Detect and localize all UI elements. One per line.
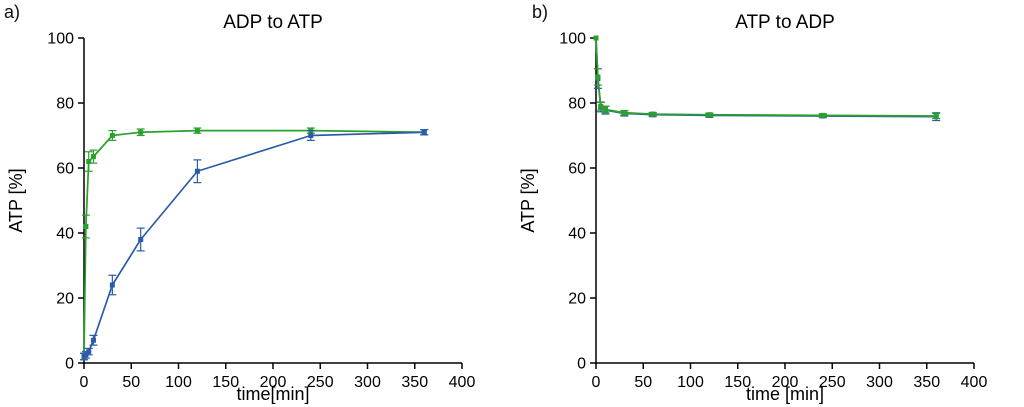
x-tick-label: 350 bbox=[913, 374, 940, 391]
y-tick-label: 0 bbox=[577, 356, 586, 373]
series-green-marker bbox=[109, 133, 115, 138]
x-tick-label: 0 bbox=[80, 374, 89, 391]
series-green-line bbox=[83, 129, 425, 357]
y-tick-label: 40 bbox=[56, 226, 74, 243]
series-green-marker bbox=[593, 35, 599, 41]
series-blue-line bbox=[595, 37, 937, 118]
series-green-marker bbox=[138, 129, 144, 135]
chart-atp-to-adp: 0 50 100 150 200 250 300 350 400 0 20 40 60 80 100 ATP … bbox=[518, 12, 988, 404]
series-green-marker bbox=[621, 110, 627, 116]
panel-b-label: b) bbox=[532, 2, 549, 22]
x-tick-label: 150 bbox=[212, 374, 239, 391]
x-axis-label: time[min] bbox=[236, 384, 309, 404]
series-green-line bbox=[595, 37, 937, 117]
x-tick-label: 400 bbox=[449, 374, 476, 391]
panel-a-label: a) bbox=[4, 2, 21, 22]
y-tick-label: 20 bbox=[568, 291, 586, 308]
x-tick-label: 50 bbox=[634, 374, 652, 391]
series-green-marker bbox=[650, 111, 656, 117]
series-green-marker bbox=[90, 154, 96, 160]
y-tick-label: 60 bbox=[568, 161, 586, 178]
x-tick-label: 350 bbox=[401, 374, 428, 391]
series-blue-marker bbox=[194, 168, 200, 174]
chart-adp-to-atp: 0 50 100 150 200 250 300 350 400 0 20 40 60 80 100 ADP … bbox=[6, 12, 476, 404]
series-blue-marker bbox=[83, 352, 89, 358]
series-green-marker bbox=[86, 159, 92, 164]
y-axis-label: ATP [%] bbox=[518, 168, 538, 232]
series-green-marker bbox=[194, 128, 200, 134]
y-tick-label: 80 bbox=[56, 96, 74, 113]
chart-title: ATP to ADP bbox=[735, 12, 835, 33]
x-tick-label: 250 bbox=[819, 374, 846, 391]
y-tick-label: 20 bbox=[56, 291, 74, 308]
x-tick-label: 100 bbox=[165, 374, 192, 391]
x-tick-label: 200 bbox=[772, 374, 799, 391]
y-tick-label: 80 bbox=[568, 96, 586, 113]
series-blue-marker bbox=[109, 282, 115, 288]
y-tick-label: 100 bbox=[559, 31, 586, 48]
series-green-marker bbox=[83, 224, 89, 229]
x-tick-label: 50 bbox=[122, 374, 140, 391]
series-blue-marker bbox=[308, 133, 314, 138]
y-axis-label: ATP [%] bbox=[6, 168, 26, 232]
x-tick-label: 200 bbox=[260, 374, 287, 391]
series-blue-marker bbox=[421, 129, 427, 135]
y-tick-label: 40 bbox=[568, 226, 586, 243]
series-blue-marker bbox=[90, 337, 96, 343]
panel-b: b) 0 50 100 150 200 250 300 350 400 0 20 40 60 80 100 A… bbox=[512, 0, 1024, 407]
series-blue-marker bbox=[138, 237, 144, 242]
series-blue-marker bbox=[86, 349, 92, 355]
y-tick-label: 100 bbox=[47, 31, 74, 48]
x-axis-label: time [min] bbox=[746, 384, 824, 404]
x-tick-label: 250 bbox=[307, 374, 334, 391]
series-green-marker bbox=[598, 103, 604, 109]
y-tick-label: 60 bbox=[56, 161, 74, 178]
series-green-marker bbox=[706, 112, 712, 118]
x-tick-label: 0 bbox=[592, 374, 601, 391]
chart-title: ADP to ATP bbox=[223, 12, 323, 33]
x-tick-label: 300 bbox=[866, 374, 893, 391]
x-tick-label: 150 bbox=[724, 374, 751, 391]
series-green-marker bbox=[820, 112, 826, 118]
x-tick-label: 100 bbox=[677, 374, 704, 391]
y-tick-label: 0 bbox=[65, 356, 74, 373]
x-tick-label: 400 bbox=[961, 374, 988, 391]
series-green-marker bbox=[602, 107, 608, 112]
x-tick-label: 300 bbox=[354, 374, 381, 391]
series-green-marker bbox=[933, 113, 939, 119]
series-green-marker bbox=[595, 74, 601, 80]
series-blue-line bbox=[83, 131, 425, 358]
panel-a: a) 0 50 100 150 200 250 300 350 400 0 20 40 60 80 100 A… bbox=[4, 2, 476, 404]
